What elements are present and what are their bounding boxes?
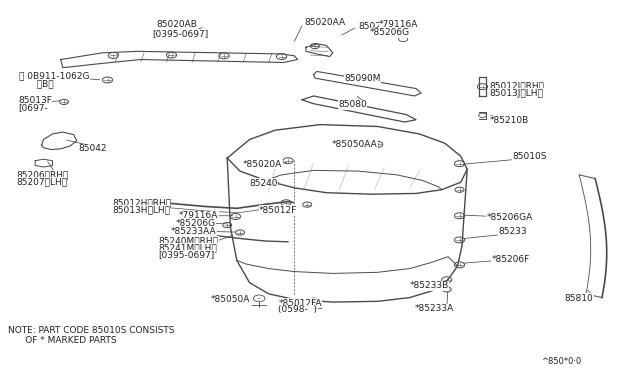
Text: 85090M: 85090M bbox=[344, 74, 381, 83]
Text: *85233B: *85233B bbox=[410, 281, 449, 290]
Text: *79116A: *79116A bbox=[179, 211, 219, 220]
Text: 85010S: 85010S bbox=[512, 153, 547, 161]
Text: ^850*0·0: ^850*0·0 bbox=[541, 357, 581, 366]
Text: *85233A: *85233A bbox=[415, 304, 454, 313]
Text: NOTE: PART CODE 85010S CONSISTS
      OF * MARKED PARTS: NOTE: PART CODE 85010S CONSISTS OF * MAR… bbox=[8, 326, 174, 345]
Text: *85206F: *85206F bbox=[492, 255, 530, 264]
Text: *85012FA: *85012FA bbox=[278, 299, 322, 308]
Text: *85020A: *85020A bbox=[243, 160, 282, 169]
Text: 85240: 85240 bbox=[250, 179, 278, 187]
Text: *79116A: *79116A bbox=[379, 20, 419, 29]
Text: 85080: 85080 bbox=[338, 100, 367, 109]
Text: [0395-0697]: [0395-0697] bbox=[152, 29, 209, 38]
Text: 85240M〈RH〉: 85240M〈RH〉 bbox=[159, 237, 219, 246]
Text: 85233: 85233 bbox=[498, 227, 527, 236]
Text: 85022: 85022 bbox=[358, 22, 387, 31]
Text: 85013H〈LH〉: 85013H〈LH〉 bbox=[112, 205, 170, 214]
Text: 85013F: 85013F bbox=[18, 96, 52, 105]
Text: *85050A: *85050A bbox=[211, 295, 251, 304]
Text: *85206G: *85206G bbox=[370, 28, 410, 37]
Text: ⓝ 0B911-1062G: ⓝ 0B911-1062G bbox=[19, 72, 90, 81]
Text: 〈B〉: 〈B〉 bbox=[31, 79, 53, 88]
Text: *85206G: *85206G bbox=[176, 219, 216, 228]
Text: *85210B: *85210B bbox=[490, 116, 529, 125]
Text: 85207〈LH〉: 85207〈LH〉 bbox=[16, 177, 67, 186]
Text: 85042: 85042 bbox=[78, 144, 107, 153]
Text: 85020AA: 85020AA bbox=[304, 18, 345, 27]
Text: *85050AA: *85050AA bbox=[332, 140, 377, 149]
Text: 85012J〈RH〉: 85012J〈RH〉 bbox=[490, 82, 545, 91]
Text: 85020AB: 85020AB bbox=[157, 20, 198, 29]
Text: *85233AA: *85233AA bbox=[171, 227, 216, 236]
Text: 85241M〈LH〉: 85241M〈LH〉 bbox=[159, 243, 218, 252]
Text: *85012F: *85012F bbox=[259, 206, 298, 215]
Text: (0598-  ): (0598- ) bbox=[278, 305, 317, 314]
Text: [0395-0697]: [0395-0697] bbox=[159, 250, 215, 259]
Text: 85013J〈LH〉: 85013J〈LH〉 bbox=[490, 89, 543, 97]
Text: *85206GA: *85206GA bbox=[486, 213, 532, 222]
Text: 85206〈RH〉: 85206〈RH〉 bbox=[16, 170, 68, 179]
Text: 85810: 85810 bbox=[564, 294, 593, 303]
Text: 85012H〈RH〉: 85012H〈RH〉 bbox=[112, 198, 171, 207]
Text: [0697-: [0697- bbox=[18, 103, 47, 112]
